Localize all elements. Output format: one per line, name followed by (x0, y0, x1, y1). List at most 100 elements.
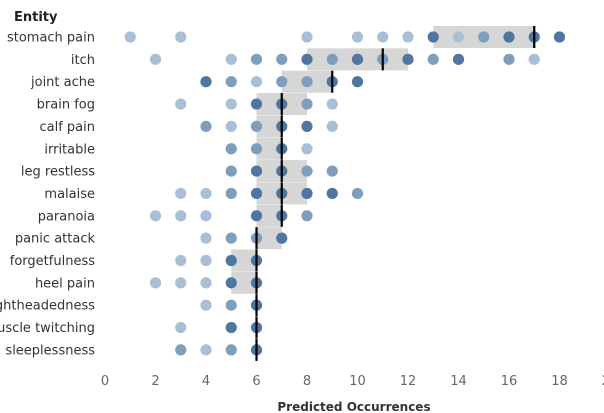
row-label-irritable: irritable (44, 142, 95, 157)
point-itch-14 (452, 53, 465, 65)
point-irritable-8 (301, 143, 313, 155)
point-stomach-pain-16 (503, 31, 515, 43)
point-sleeplessness-3 (175, 344, 187, 356)
point-muscle-twitching-3 (175, 321, 187, 334)
x-tick-6: 6 (252, 374, 260, 389)
point-stomach-pain-11 (377, 31, 389, 43)
point-stomach-pain-14 (452, 31, 465, 43)
point-stomach-pain-13 (427, 31, 439, 43)
point-calf-pain-5 (225, 120, 237, 132)
band-heel-pain (231, 271, 257, 294)
point-calf-pain-4 (200, 120, 212, 132)
point-irritable-6 (250, 143, 263, 155)
point-joint-ache-6 (250, 76, 263, 88)
point-stomach-pain-18 (553, 31, 566, 43)
point-forgetfulness-5 (225, 254, 237, 267)
point-brain-fog-3 (175, 98, 187, 110)
point-itch-2 (149, 53, 162, 65)
row-label-calf-pain: calf pain (39, 120, 95, 135)
point-leg-restless-9 (326, 165, 338, 177)
point-stomach-pain-10 (351, 31, 364, 43)
point-paranoia-2 (149, 210, 162, 222)
band-panic-attack (256, 227, 282, 250)
point-malaise-6 (250, 187, 263, 200)
point-layer (124, 31, 566, 356)
point-joint-ache-8 (301, 76, 313, 88)
x-tick-14: 14 (450, 374, 467, 389)
point-itch-8 (301, 53, 313, 65)
point-calf-pain-8 (301, 120, 313, 132)
x-tick-8: 8 (303, 374, 311, 389)
point-forgetfulness-4 (200, 254, 212, 267)
point-itch-5 (225, 53, 237, 65)
point-leg-restless-8 (301, 165, 313, 177)
point-malaise-4 (200, 187, 212, 200)
band-paranoia (256, 204, 282, 227)
point-malaise-9 (326, 187, 338, 200)
point-itch-12 (402, 53, 414, 65)
point-forgetfulness-3 (175, 254, 187, 267)
row-label-sleeplessness: sleeplessness (5, 343, 95, 358)
point-leg-restless-5 (225, 165, 237, 177)
row-label-lightheadedness: lightheadedness (0, 299, 95, 314)
x-tick-16: 16 (501, 374, 518, 389)
point-muscle-twitching-5 (225, 321, 237, 334)
point-itch-6 (250, 53, 263, 65)
point-malaise-3 (175, 187, 187, 200)
point-stomach-pain-1 (124, 31, 136, 43)
point-heel-pain-2 (149, 277, 162, 289)
x-tick-2: 2 (151, 374, 159, 389)
point-itch-13 (427, 53, 439, 65)
point-lightheadedness-5 (225, 299, 237, 311)
point-itch-9 (326, 53, 338, 65)
point-panic-attack-4 (200, 232, 212, 244)
point-brain-fog-9 (326, 98, 338, 110)
x-tick-0: 0 (101, 374, 109, 389)
point-calf-pain-6 (250, 120, 263, 132)
row-label-leg-restless: leg restless (21, 165, 95, 180)
row-label-forgetfulness: forgetfulness (10, 254, 95, 269)
point-itch-7 (276, 53, 288, 65)
point-paranoia-8 (301, 210, 313, 222)
row-header: Entity (14, 10, 58, 25)
point-heel-pain-4 (200, 277, 212, 289)
point-itch-16 (503, 53, 515, 65)
point-stomach-pain-3 (175, 31, 187, 43)
row-label-heel-pain: heel pain (35, 276, 95, 291)
point-stomach-pain-15 (478, 31, 490, 43)
point-joint-ache-4 (200, 76, 212, 88)
point-brain-fog-6 (250, 98, 263, 110)
point-leg-restless-6 (250, 165, 263, 177)
point-joint-ache-10 (351, 76, 364, 88)
point-stomach-pain-12 (402, 31, 414, 43)
point-panic-attack-5 (225, 232, 237, 244)
point-malaise-5 (225, 187, 237, 200)
row-label-malaise: malaise (44, 187, 95, 202)
row-label-itch: itch (71, 53, 95, 68)
point-sleeplessness-4 (200, 344, 212, 356)
point-itch-17 (528, 53, 540, 65)
x-axis-title: Predicted Occurrences (277, 400, 430, 413)
row-label-joint-ache: joint ache (30, 75, 95, 90)
band-forgetfulness (231, 249, 257, 272)
row-label-layer: stomach pain itch joint ache brain fog calf … (0, 31, 95, 359)
point-joint-ache-5 (225, 76, 237, 88)
row-label-muscle-twitching: muscle twitching (0, 321, 95, 336)
x-tick-10: 10 (349, 374, 366, 389)
point-sleeplessness-5 (225, 344, 237, 356)
row-label-brain-fog: brain fog (37, 98, 95, 113)
point-malaise-8 (301, 187, 313, 200)
row-label-paranoia: paranoia (38, 209, 95, 224)
point-joint-ache-7 (276, 76, 288, 88)
band-calf-pain (256, 115, 282, 138)
point-heel-pain-3 (175, 277, 187, 289)
point-calf-pain-9 (326, 120, 338, 132)
point-paranoia-6 (250, 210, 263, 222)
point-irritable-5 (225, 143, 237, 155)
band-irritable (256, 137, 282, 160)
x-tick-12: 12 (400, 374, 417, 389)
row-label-stomach-pain: stomach pain (7, 31, 95, 46)
point-lightheadedness-4 (200, 299, 212, 311)
x-tick-layer: 0 2 4 6 8 10 12 14 16 18 20 (101, 374, 604, 389)
point-brain-fog-5 (225, 98, 237, 110)
